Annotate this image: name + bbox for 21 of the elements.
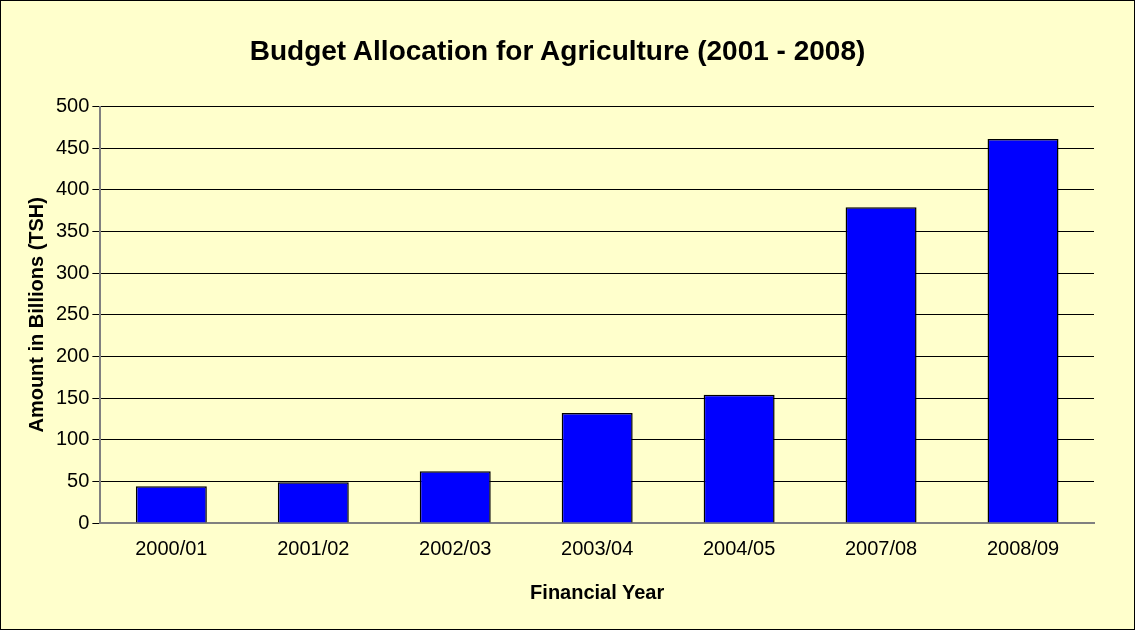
x-tick-label: 2007/08 [844, 536, 918, 559]
y-tick-label: 300 [55, 260, 90, 283]
y-tick-label: 0 [78, 510, 90, 533]
x-tick-label: 2000/01 [135, 536, 208, 559]
x-tick-label: 2004/05 [702, 536, 776, 559]
x-tick-label: 2002/03 [419, 536, 492, 559]
x-tick-label: 2008/09 [986, 536, 1060, 559]
y-axis-title: Amount in Billions (TSH) [24, 197, 47, 433]
y-tick-label: 500 [55, 94, 90, 117]
y-tick-label: 250 [55, 302, 90, 325]
y-tick-label: 350 [55, 219, 90, 242]
y-tick-label: 400 [55, 177, 90, 200]
x-tick-label: 2003/04 [561, 536, 634, 559]
y-tick-label: 100 [55, 427, 90, 450]
y-tick-label: 50 [67, 468, 90, 491]
x-tick-label: 2001/02 [277, 536, 350, 559]
y-tick-label: 200 [55, 343, 90, 366]
y-tick-label: 450 [55, 135, 90, 158]
x-axis-title: Financial Year [530, 580, 665, 603]
y-tick-label: 150 [55, 385, 90, 408]
chart-title: Budget Allocation for Agriculture (2001 - 2008) [249, 34, 866, 66]
